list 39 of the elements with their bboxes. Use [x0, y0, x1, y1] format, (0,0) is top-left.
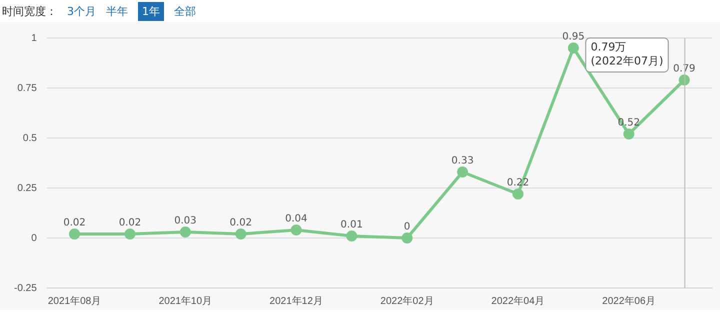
data-label: 0.33 [451, 156, 474, 167]
point [69, 228, 80, 240]
point [457, 166, 468, 178]
point [402, 232, 413, 244]
x-tick-label: 2022年02月 [380, 294, 434, 307]
y-tick-label: 1 [31, 32, 38, 44]
data-label: 0.95 [562, 32, 585, 43]
y-tick-label: -0.25 [14, 282, 38, 294]
data-label: 0.02 [63, 218, 86, 229]
data-label: 0.03 [174, 216, 197, 227]
text: 半年 [106, 4, 128, 18]
text: 时间宽度： [2, 4, 57, 18]
point [568, 42, 579, 54]
y-tick-label: 0.75 [17, 82, 38, 94]
data-label: 0 [404, 222, 410, 233]
x-tick-label: 2021年12月 [270, 294, 323, 307]
point [512, 188, 524, 200]
point [346, 230, 358, 242]
data-label: 0.04 [285, 214, 308, 225]
x-tick-label: 2022年06月 [602, 294, 656, 307]
point [180, 226, 191, 238]
text: 3个月 [67, 4, 96, 18]
x-tick-label: 2022年04月 [491, 294, 545, 307]
x-tick-label: 2021年10月 [158, 294, 212, 307]
data-label: 0.01 [340, 220, 363, 231]
point [623, 128, 634, 140]
y-tick-label: 0.25 [17, 182, 38, 194]
y-tick-label: 0 [31, 232, 38, 244]
point [124, 228, 136, 240]
annotation: 0.79万 (2022年07月) [590, 40, 664, 68]
data-label: 0.02 [118, 218, 142, 229]
text: 全部 [174, 4, 196, 18]
point [235, 228, 246, 240]
data-label: 0.79 [673, 64, 696, 75]
y-tick-label: 0.5 [22, 132, 38, 144]
text: 1年 [138, 2, 164, 20]
point [290, 224, 302, 236]
data-label: 0.02 [230, 218, 252, 229]
x-tick-label: 2021年08月 [48, 294, 102, 307]
